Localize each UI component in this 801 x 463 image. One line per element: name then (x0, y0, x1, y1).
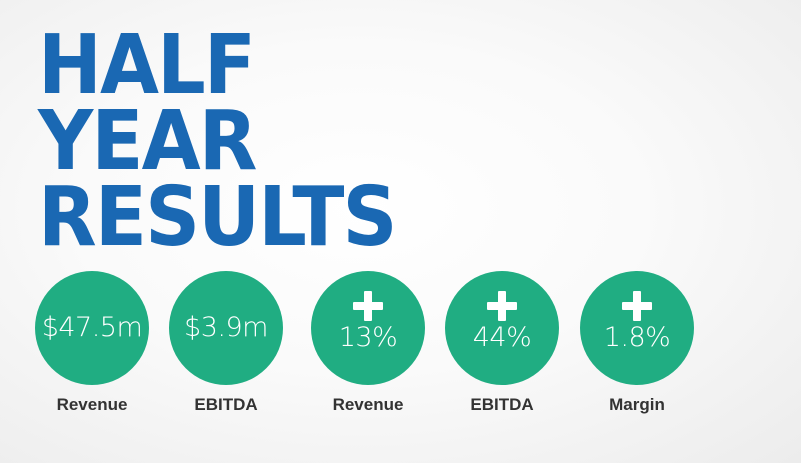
stat-revenue-amount: $47.5m Revenue (34, 271, 150, 415)
plus-icon (622, 291, 652, 321)
stat-circle: 1.8% (580, 271, 694, 385)
stat-ebitda-growth: 44% EBITDA (444, 271, 560, 415)
stat-label: Margin (609, 395, 665, 414)
stat-value: 13% (338, 322, 398, 353)
stat-revenue-growth: 13% Revenue (310, 271, 426, 415)
stat-circle: $47.5m (35, 271, 149, 385)
stat-label: Revenue (56, 395, 128, 414)
stat-value: 44% (472, 322, 532, 353)
stat-circle: 13% (311, 271, 425, 385)
headline-line-1: HALF (38, 18, 256, 113)
stat-value: $3.9m (184, 312, 268, 343)
stat-label: EBITDA (470, 395, 534, 414)
stat-value: 1.8% (603, 322, 671, 353)
stat-ebitda-amount: $3.9m EBITDA (168, 271, 284, 415)
stat-value: $47.5m (41, 312, 143, 343)
headline-line-3: RESULTS (38, 170, 397, 265)
stat-margin-growth: 1.8% Margin (579, 271, 695, 415)
plus-icon (353, 291, 383, 321)
stat-circle: $3.9m (169, 271, 283, 385)
plus-icon (487, 291, 517, 321)
stat-circle: 44% (445, 271, 559, 385)
stat-label: EBITDA (194, 395, 258, 414)
headline-line-2: YEAR (38, 94, 257, 189)
headline: HALF YEAR RESULTS (38, 18, 397, 265)
stat-label: Revenue (332, 395, 404, 414)
